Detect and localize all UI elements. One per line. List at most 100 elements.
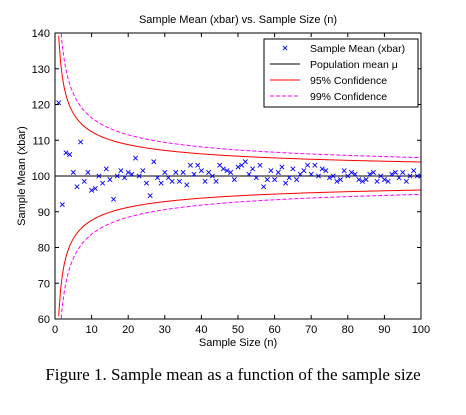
legend-label-95-confidence: 95% Confidence bbox=[310, 75, 387, 87]
sample-mean-point bbox=[253, 175, 259, 181]
sample-mean-point bbox=[111, 196, 117, 202]
x-tick-label: 60 bbox=[268, 324, 280, 336]
sample-mean-point bbox=[140, 168, 146, 174]
sample-mean-point bbox=[169, 178, 175, 184]
x-tick-label: 50 bbox=[232, 324, 244, 336]
y-tick-label: 110 bbox=[32, 135, 50, 147]
y-tick-label: 90 bbox=[38, 207, 50, 219]
sample-mean-point bbox=[228, 169, 234, 175]
x-tick-label: 40 bbox=[195, 324, 207, 336]
y-tick-label: 140 bbox=[32, 28, 50, 40]
legend-label-population-mean: Population mean μ bbox=[310, 59, 398, 71]
sample-mean-point bbox=[392, 169, 398, 175]
sample-mean-point bbox=[246, 171, 252, 177]
sample-mean-point bbox=[67, 152, 73, 158]
sample-mean-point bbox=[70, 169, 76, 175]
sample-mean-point bbox=[363, 177, 369, 183]
sample-mean-point bbox=[122, 175, 128, 181]
ci95-upper-curve bbox=[58, 35, 421, 163]
x-tick-label: 30 bbox=[159, 324, 171, 336]
sample-mean-point bbox=[264, 177, 270, 183]
sample-mean-point bbox=[220, 166, 226, 172]
sample-mean-point bbox=[367, 171, 373, 177]
sample-mean-point bbox=[180, 169, 186, 175]
sample-mean-point bbox=[352, 171, 358, 177]
sample-mean-point bbox=[151, 159, 157, 165]
sample-mean-point bbox=[418, 173, 421, 179]
sample-mean-point bbox=[257, 162, 263, 168]
ci99-upper-curve bbox=[60, 33, 421, 159]
sample-mean-point bbox=[319, 166, 325, 172]
x-tick-label: 80 bbox=[342, 324, 354, 336]
sample-mean-point bbox=[308, 171, 314, 177]
legend-x-marker bbox=[282, 45, 288, 51]
sample-mean-point bbox=[103, 166, 109, 172]
sample-mean-point bbox=[381, 177, 387, 183]
ci99-lower-curve bbox=[60, 193, 421, 319]
x-axis-label: Sample Size (n) bbox=[199, 337, 277, 349]
y-axis-ticks: 60 70 80 90 100 110 120 130 140 bbox=[32, 28, 421, 326]
sample-mean-point bbox=[341, 168, 347, 174]
x-tick-label: 100 bbox=[412, 324, 430, 336]
sample-mean-point bbox=[275, 169, 281, 175]
sample-mean-point bbox=[374, 178, 380, 184]
sample-mean-point bbox=[187, 162, 193, 168]
y-tick-label: 70 bbox=[38, 278, 50, 290]
sample-mean-point bbox=[283, 180, 289, 186]
sample-mean-point bbox=[154, 175, 160, 181]
sample-mean-point bbox=[162, 169, 168, 175]
sample-mean-point bbox=[337, 177, 343, 183]
legend-label-99-confidence: 99% Confidence bbox=[310, 91, 387, 103]
sample-mean-point bbox=[213, 178, 219, 184]
x-tick-label: 10 bbox=[85, 324, 97, 336]
sample-mean-point bbox=[279, 164, 285, 170]
sample-mean-point bbox=[78, 139, 84, 145]
sample-mean-point bbox=[81, 178, 87, 184]
sample-mean-point bbox=[326, 175, 333, 181]
sample-mean-point bbox=[290, 166, 296, 172]
sample-mean-point bbox=[224, 168, 230, 174]
sample-mean-point bbox=[330, 173, 336, 179]
y-tick-label: 80 bbox=[38, 243, 50, 255]
sample-mean-point bbox=[191, 171, 197, 177]
sample-mean-point bbox=[129, 171, 135, 177]
sample-mean-point bbox=[400, 169, 406, 175]
sample-mean-point bbox=[389, 171, 395, 177]
sample-mean-point bbox=[158, 180, 164, 186]
sample-mean-point bbox=[114, 173, 120, 179]
sample-mean-point bbox=[125, 169, 131, 175]
sample-mean-points bbox=[56, 100, 421, 208]
sample-mean-point bbox=[96, 173, 102, 179]
x-tick-label: 20 bbox=[122, 324, 134, 336]
sample-mean-point bbox=[334, 178, 340, 184]
sample-mean-point bbox=[100, 180, 106, 186]
x-axis-ticks: 0 10 20 30 40 50 60 70 80 90 100 bbox=[52, 33, 430, 336]
ci95-lower-curve bbox=[58, 189, 421, 317]
sample-mean-point bbox=[312, 162, 318, 168]
sample-mean-point bbox=[118, 168, 124, 174]
sample-mean-point bbox=[92, 185, 98, 192]
sample-mean-point bbox=[385, 178, 391, 184]
y-tick-label: 130 bbox=[32, 64, 50, 76]
sample-mean-point bbox=[74, 184, 80, 190]
sample-mean-point bbox=[176, 178, 182, 184]
sample-mean-point bbox=[184, 182, 190, 188]
legend-label-sample-mean: Sample Mean (xbar) bbox=[310, 43, 405, 55]
y-tick-label: 120 bbox=[32, 100, 50, 112]
sample-mean-point bbox=[301, 168, 307, 174]
sample-mean-point bbox=[250, 166, 256, 172]
sample-mean-point bbox=[407, 173, 413, 179]
sample-mean-point bbox=[107, 177, 113, 183]
sample-mean-point bbox=[85, 169, 91, 175]
legend: Sample Mean (xbar) Population mean μ 95%… bbox=[263, 38, 419, 108]
sample-mean-point bbox=[209, 173, 215, 179]
sample-mean-point bbox=[370, 169, 376, 175]
sample-mean-point bbox=[323, 168, 329, 174]
sample-mean-point bbox=[356, 177, 362, 183]
y-axis-label: Sample Mean (xbar) bbox=[16, 126, 28, 226]
chart-title: Sample Mean (xbar) vs. Sample Size (n) bbox=[139, 14, 337, 26]
sample-mean-point bbox=[286, 175, 292, 181]
sample-mean-point bbox=[268, 168, 274, 174]
sample-mean-point bbox=[411, 168, 417, 174]
sample-mean-point bbox=[59, 202, 65, 208]
